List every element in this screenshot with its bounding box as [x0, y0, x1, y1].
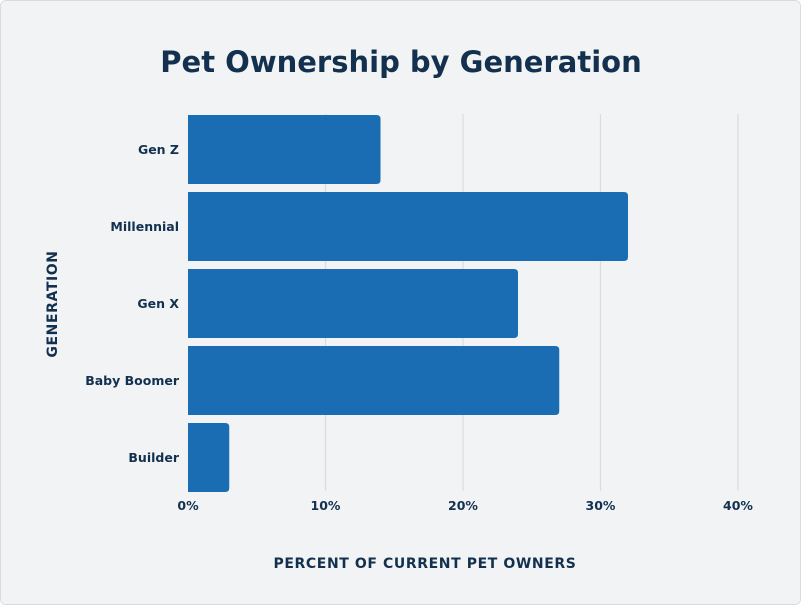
bar-gen-x	[188, 269, 518, 338]
x-tick-label-20pct: 20%	[448, 498, 478, 513]
x-tick-label-30pct: 30%	[586, 498, 616, 513]
bar-baby-boomer	[188, 346, 560, 415]
chart-title: Pet Ownership by Generation	[160, 45, 641, 79]
x-tick-labels: 0% 10% 20% 30% 40%	[177, 498, 753, 513]
category-label-gen-x: Gen X	[137, 296, 179, 311]
category-label-millennial: Millennial	[110, 219, 179, 234]
bar-millennial	[188, 192, 628, 261]
x-tick-label-0pct: 0%	[177, 498, 199, 513]
y-axis-title: GENERATION	[45, 250, 61, 357]
category-label-builder: Builder	[128, 450, 179, 465]
category-label-gen-z: Gen Z	[138, 142, 179, 157]
bar-builder	[188, 423, 230, 492]
x-tick-label-10pct: 10%	[311, 498, 341, 513]
category-labels: Gen Z Millennial Gen X Baby Boomer Builder	[85, 142, 180, 465]
bars	[188, 115, 628, 492]
bar-gen-z	[188, 115, 381, 184]
x-axis-title: PERCENT OF CURRENT PET OWNERS	[274, 556, 577, 572]
category-label-baby-boomer: Baby Boomer	[85, 373, 180, 388]
x-tick-label-40pct: 40%	[723, 498, 753, 513]
